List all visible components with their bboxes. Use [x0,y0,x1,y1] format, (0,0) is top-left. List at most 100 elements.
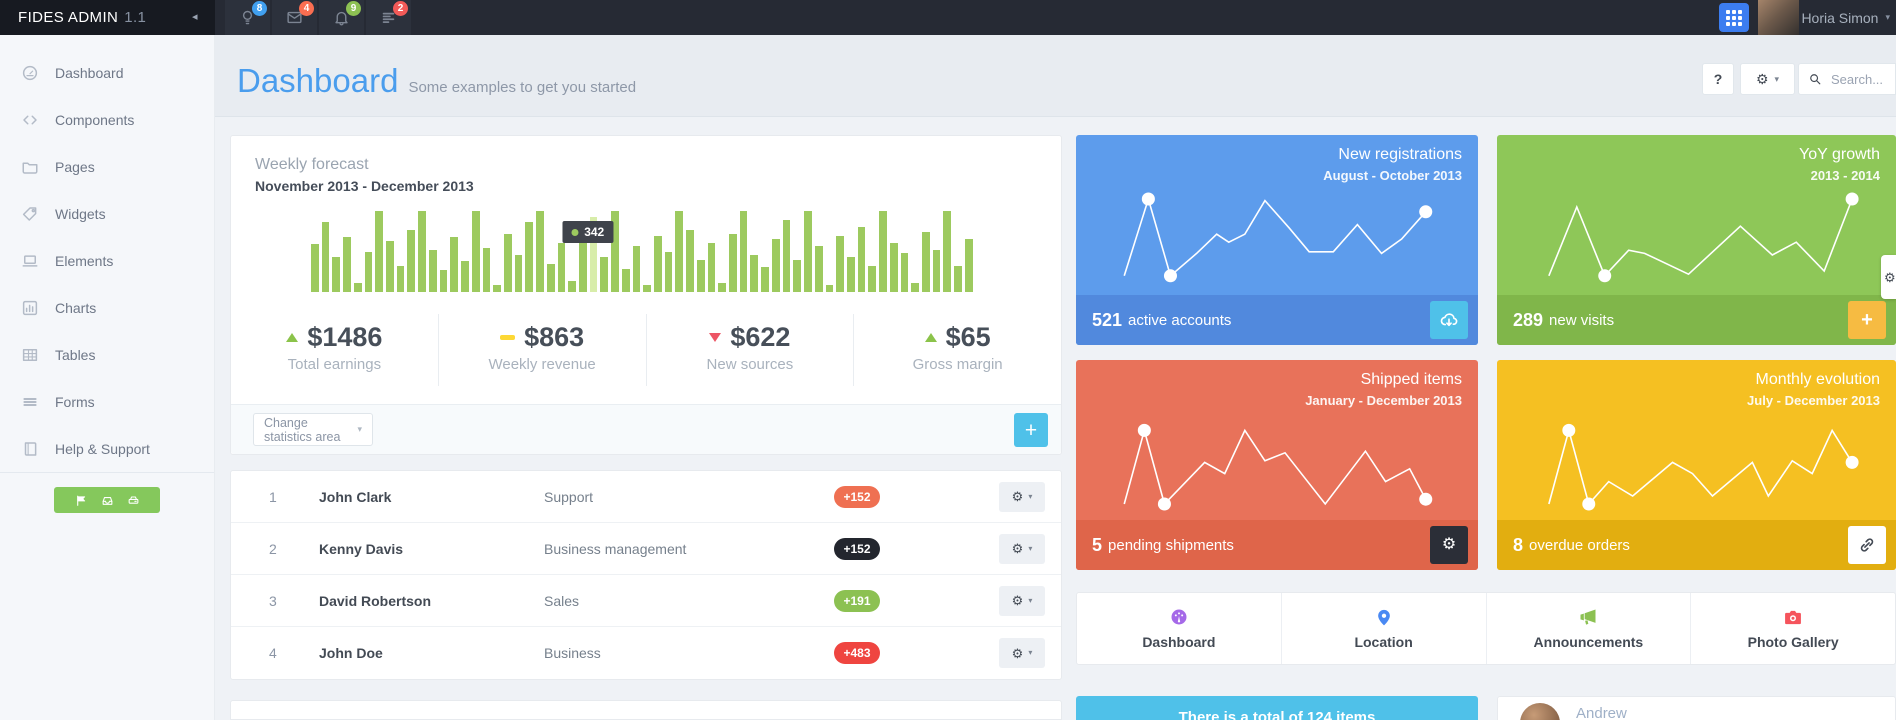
forecast-bar[interactable] [825,284,834,292]
forecast-bar[interactable] [353,283,362,292]
forecast-bar[interactable] [407,230,416,292]
forecast-bar[interactable] [375,211,384,292]
forecast-bar[interactable] [868,265,877,292]
forecast-bar[interactable] [632,246,641,292]
forecast-bar[interactable] [396,265,405,292]
settings-dropdown-button[interactable]: ⚙ ▾ [1740,63,1795,95]
forecast-bar[interactable] [364,252,373,292]
forecast-bar[interactable] [846,256,855,292]
forecast-bar[interactable] [546,263,555,292]
sidebar-item-elements[interactable]: Elements [0,237,214,284]
forecast-bar[interactable] [418,211,426,292]
forecast-title: Weekly forecast [255,156,369,173]
forecast-bar[interactable] [900,253,909,292]
forecast-bar[interactable] [718,283,727,292]
forecast-bar[interactable] [771,239,780,292]
sidebar-collapse-icon[interactable]: ◂ [192,11,198,23]
mail-icon-button[interactable]: 4 [272,0,317,35]
sidebar-quick-buttons[interactable] [54,487,160,513]
forecast-bar[interactable] [675,211,684,292]
forecast-bar[interactable] [332,256,341,292]
forecast-bar[interactable] [621,269,630,292]
forecast-bar[interactable] [964,239,973,292]
search-input[interactable] [1829,70,1895,88]
user-avatar[interactable] [1758,0,1799,35]
forecast-bar[interactable] [461,261,469,292]
sidebar-item-help-support[interactable]: Help & Support [0,425,214,472]
row-actions-button[interactable]: ⚙ ▾ [999,533,1045,564]
add-statistics-button[interactable]: + [1014,413,1048,447]
shortcut-announcements[interactable]: Announcements [1487,593,1692,664]
forecast-bar[interactable] [782,219,791,292]
user-menu[interactable]: Horia Simon ▾ [1801,0,1890,35]
apps-grid-button[interactable] [1719,3,1749,32]
forecast-bar[interactable] [568,281,576,292]
forecast-bar[interactable] [750,255,759,292]
bell-icon-button[interactable]: 9 [319,0,364,35]
sidebar-item-pages[interactable]: Pages [0,143,214,190]
tasks-icon-button[interactable]: 2 [366,0,411,35]
forecast-bar[interactable] [514,255,523,292]
shortcut-location[interactable]: Location [1282,593,1487,664]
forecast-bar[interactable] [493,284,501,292]
forecast-bar[interactable] [343,237,351,292]
forecast-bar[interactable] [654,235,662,292]
forecast-bar[interactable] [943,211,952,292]
forecast-bar[interactable] [471,211,480,292]
forecast-bar[interactable] [557,242,566,292]
forecast-bar[interactable] [729,233,737,292]
forecast-bar[interactable] [804,211,812,292]
row-actions-button[interactable]: ⚙ ▾ [999,585,1045,616]
forecast-bar[interactable] [664,251,673,292]
forecast-bar[interactable] [879,211,887,292]
forecast-bar[interactable] [793,260,802,292]
forecast-bar[interactable] [761,267,769,292]
forecast-bar[interactable] [739,211,748,292]
sidebar-item-widgets[interactable]: Widgets [0,190,214,237]
help-button[interactable]: ? [1702,63,1734,95]
forecast-bar[interactable] [525,221,534,292]
forecast-bar[interactable] [311,243,319,292]
sidebar-item-charts[interactable]: Charts [0,284,214,331]
forecast-bar[interactable] [836,235,844,292]
row-actions-button[interactable]: ⚙ ▾ [999,638,1045,668]
forecast-bar[interactable] [600,256,609,292]
forecast-bar[interactable] [503,233,512,292]
sidebar-item-forms[interactable]: Forms [0,378,214,425]
forecast-bar[interactable] [589,217,598,292]
change-statistics-select[interactable]: Change statistics area ▾ [253,413,373,446]
forecast-bar[interactable] [439,270,448,292]
forecast-bar[interactable] [857,226,866,292]
forecast-bar[interactable] [707,242,716,292]
forecast-bar[interactable] [889,242,898,292]
forecast-bar[interactable] [450,237,459,292]
forecast-bar[interactable] [696,260,705,292]
settings-edge-tab[interactable]: ⚙ [1881,255,1896,299]
forecast-bar[interactable] [911,283,919,292]
tile-action-button[interactable]: ⚙ [1430,526,1468,564]
forecast-bar[interactable] [954,265,962,292]
forecast-bar[interactable] [536,211,544,292]
sidebar-item-components[interactable]: Components [0,96,214,143]
forecast-bar[interactable] [428,249,437,292]
tile-action-button[interactable] [1848,526,1886,564]
sidebar-item-tables[interactable]: Tables [0,331,214,378]
shortcut-dashboard[interactable]: Dashboard [1077,593,1282,664]
forecast-bar[interactable] [686,230,694,292]
forecast-bar[interactable] [578,230,587,292]
tile-action-button[interactable]: + [1848,301,1886,339]
bulb-icon-button[interactable]: 8 [225,0,270,35]
sidebar-item-dashboard[interactable]: Dashboard [0,49,214,96]
tile-action-button[interactable] [1430,301,1468,339]
forecast-bar[interactable] [482,248,491,292]
forecast-bar[interactable] [921,232,930,292]
forecast-bar[interactable] [321,221,330,292]
forecast-bar[interactable] [611,211,619,292]
shortcut-photo-gallery[interactable]: Photo Gallery [1691,593,1895,664]
forecast-bar[interactable] [814,246,823,292]
forecast-bar[interactable] [643,284,651,292]
row-actions-button[interactable]: ⚙ ▾ [999,481,1045,512]
forecast-bar[interactable] [386,240,394,292]
forecast-bar[interactable] [932,249,941,292]
